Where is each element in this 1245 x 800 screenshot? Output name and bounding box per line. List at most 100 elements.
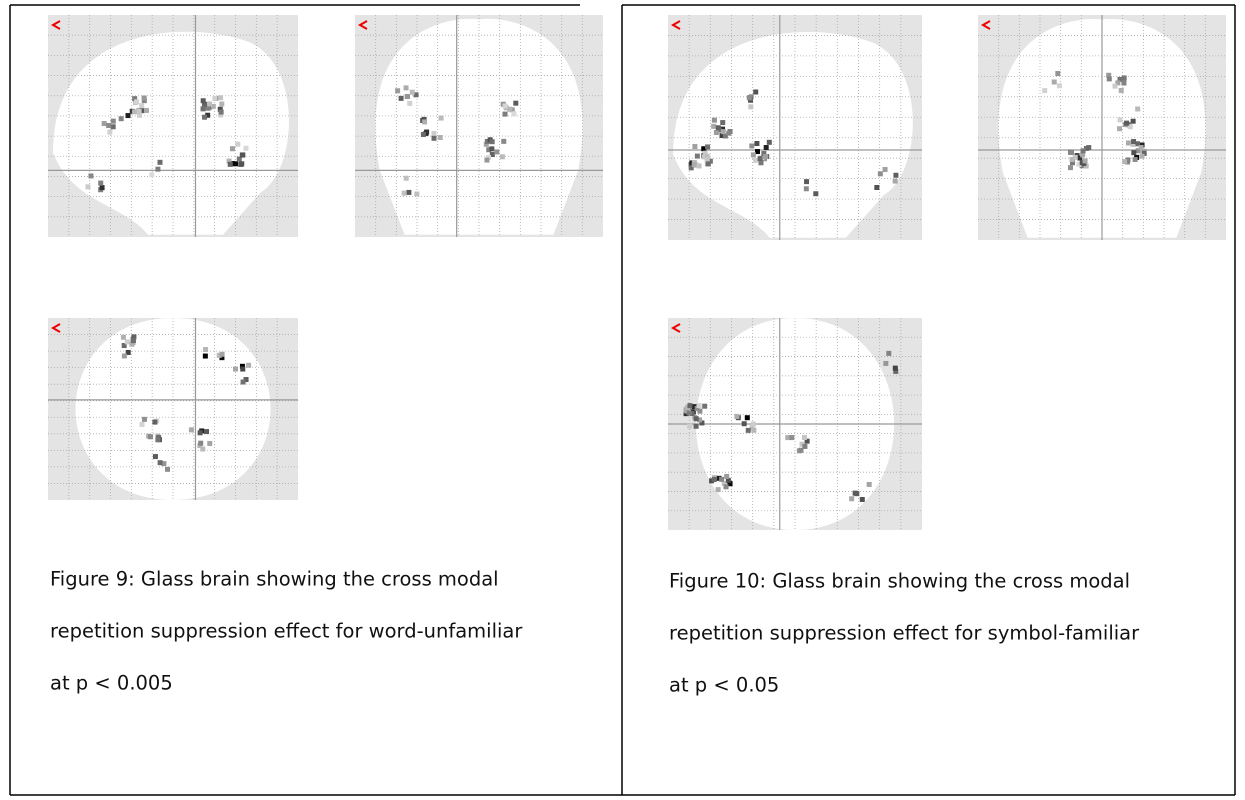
activation-blob xyxy=(758,156,763,161)
activation-blob xyxy=(240,367,245,372)
activation-blob xyxy=(513,101,518,106)
activation-blob xyxy=(220,352,225,357)
activation-blob xyxy=(137,109,142,114)
activation-blob xyxy=(874,185,879,190)
caption-line: repetition suppression effect for symbol… xyxy=(669,622,1140,645)
activation-blob xyxy=(886,351,891,356)
activation-blob xyxy=(883,361,888,366)
activation-blob xyxy=(712,477,717,482)
activation-blob xyxy=(203,354,208,359)
activation-blob xyxy=(432,136,437,141)
activation-blob xyxy=(751,422,756,427)
activation-blob xyxy=(1124,121,1129,126)
activation-blob xyxy=(438,135,443,140)
activation-blob xyxy=(122,353,127,358)
activation-blob xyxy=(1069,157,1074,162)
activation-blob xyxy=(1107,76,1112,81)
activation-blob xyxy=(503,104,508,109)
activation-blob xyxy=(1083,158,1088,163)
activation-blob xyxy=(714,130,719,135)
activation-blob xyxy=(246,363,251,368)
activation-blob xyxy=(753,89,758,94)
activation-blob xyxy=(721,129,726,134)
activation-blob xyxy=(712,118,717,123)
activation-blob xyxy=(111,119,116,124)
activation-blob xyxy=(132,109,137,114)
activation-blob xyxy=(1131,139,1136,144)
activation-blob xyxy=(484,158,489,163)
glass-brain-image xyxy=(48,318,298,500)
activation-blob xyxy=(1057,83,1062,88)
activation-blob xyxy=(694,424,699,429)
activation-blob xyxy=(804,179,809,184)
activation-blob xyxy=(720,120,725,125)
activation-blob xyxy=(849,496,854,501)
activation-blob xyxy=(1131,150,1136,155)
activation-blob xyxy=(201,106,206,111)
activation-blob xyxy=(228,162,233,167)
glass-brain-image xyxy=(355,15,603,237)
activation-blob xyxy=(1117,117,1122,122)
caption-line: repetition suppression effect for word-u… xyxy=(50,620,523,643)
activation-blob xyxy=(1139,145,1144,150)
activation-blob xyxy=(692,162,697,167)
page: Glass brain figures {"figures": [ {"capt… xyxy=(0,0,1245,800)
activation-blob xyxy=(724,474,729,479)
activation-blob xyxy=(747,95,752,100)
activation-blob xyxy=(88,173,93,178)
activation-blob xyxy=(802,444,807,449)
activation-blob xyxy=(1069,150,1074,155)
activation-blob xyxy=(711,124,716,129)
activation-blob xyxy=(107,130,112,135)
activation-blob xyxy=(695,154,700,159)
activation-blob xyxy=(1113,84,1118,89)
glass-brain-image xyxy=(978,15,1226,240)
activation-blob xyxy=(694,416,699,421)
activation-blob xyxy=(131,338,136,343)
activation-blob xyxy=(716,487,721,492)
activation-blob xyxy=(1131,119,1136,124)
activation-blob xyxy=(239,161,244,166)
activation-blob xyxy=(241,379,246,384)
activation-blob xyxy=(706,161,711,166)
activation-blob xyxy=(751,152,756,157)
activation-blob xyxy=(697,403,702,408)
activation-blob xyxy=(158,160,163,165)
activation-blob xyxy=(414,192,419,197)
activation-blob xyxy=(406,190,411,195)
caption-line: Figure 10: Glass brain showing the cross… xyxy=(669,570,1130,593)
activation-blob xyxy=(494,149,499,154)
activation-blob xyxy=(1117,126,1122,131)
activation-blob xyxy=(1119,88,1124,93)
activation-blob xyxy=(139,103,144,108)
activation-blob xyxy=(165,467,170,472)
activation-blob xyxy=(1086,145,1091,150)
body: Figure 9: Glass brain showing the cross … xyxy=(0,0,1245,800)
activation-blob xyxy=(1140,154,1145,159)
glass-brain-image xyxy=(48,15,298,237)
activation-blob xyxy=(813,191,818,196)
figure-10-caption: Figure 10: Glass brain showing the cross… xyxy=(669,570,1140,697)
activation-blob xyxy=(410,90,415,95)
activation-blob xyxy=(155,167,160,172)
glass-brain-image xyxy=(668,318,922,530)
activation-blob xyxy=(431,131,436,136)
activation-blob xyxy=(687,410,692,415)
activation-blob xyxy=(102,121,107,126)
activation-blob xyxy=(422,119,427,124)
activation-blob xyxy=(893,173,898,178)
activation-blob xyxy=(402,191,407,196)
activation-blob xyxy=(140,422,145,427)
activation-blob xyxy=(804,186,809,191)
activation-blob xyxy=(764,145,769,150)
activation-blob xyxy=(1121,80,1126,85)
activation-blob xyxy=(200,447,205,452)
activation-blob xyxy=(1122,159,1127,164)
activation-blob xyxy=(148,434,153,439)
activation-blob xyxy=(753,158,758,163)
activation-blob xyxy=(121,335,126,340)
activation-blob xyxy=(789,435,794,440)
glass-brain-image xyxy=(668,15,922,240)
activation-blob xyxy=(204,429,209,434)
activation-blob xyxy=(767,140,772,145)
